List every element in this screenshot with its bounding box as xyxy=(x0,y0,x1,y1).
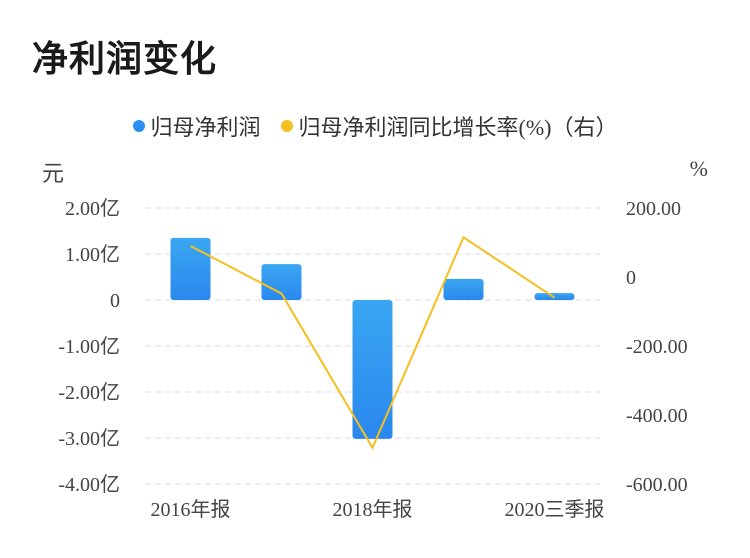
y-left-tick-label: 0 xyxy=(110,290,120,312)
left-axis-unit: 元 xyxy=(42,161,65,186)
x-tick-label: 2020三季报 xyxy=(505,498,605,521)
y-left-tick-label: 2.00亿 xyxy=(65,197,120,220)
x-tick-label: 2016年报 xyxy=(151,498,231,521)
y-left-tick-label: -4.00亿 xyxy=(58,473,120,496)
y-right-tick-label: -200.00 xyxy=(626,336,688,358)
y-left-tick-label: 1.00亿 xyxy=(65,243,120,266)
right-axis-unit: % xyxy=(689,156,708,181)
legend-item-growth-rate[interactable]: 归母净利润同比增长率(%)（右） xyxy=(280,110,618,142)
y-left-tick-label: -2.00亿 xyxy=(58,381,120,404)
y-left-tick-label: -3.00亿 xyxy=(58,427,120,450)
bar xyxy=(352,300,393,439)
growth-rate-line xyxy=(190,235,556,450)
y-right-tick-label: 0 xyxy=(626,267,636,289)
bar xyxy=(443,278,484,300)
legend-label-growth-rate: 归母净利润同比增长率(%)（右） xyxy=(298,115,618,140)
legend-dot-bar xyxy=(132,120,145,132)
y-right-tick-label: -600.00 xyxy=(626,474,688,496)
legend-item-net-profit[interactable]: 归母净利润 xyxy=(132,110,261,142)
bar xyxy=(170,237,211,300)
bar xyxy=(261,264,302,300)
y-left-tick-label: -1.00亿 xyxy=(58,335,120,358)
chart-legend: 归母净利润 归母净利润同比增长率(%)（右） xyxy=(0,110,750,142)
x-tick-label: 2018年报 xyxy=(333,498,413,521)
y-right-tick-label: -400.00 xyxy=(626,405,688,427)
y-right-tick-label: 200.00 xyxy=(626,198,681,220)
page-title: 净利润变化 xyxy=(32,39,218,80)
legend-label-net-profit: 归母净利润 xyxy=(150,115,261,140)
legend-dot-line xyxy=(280,120,293,132)
